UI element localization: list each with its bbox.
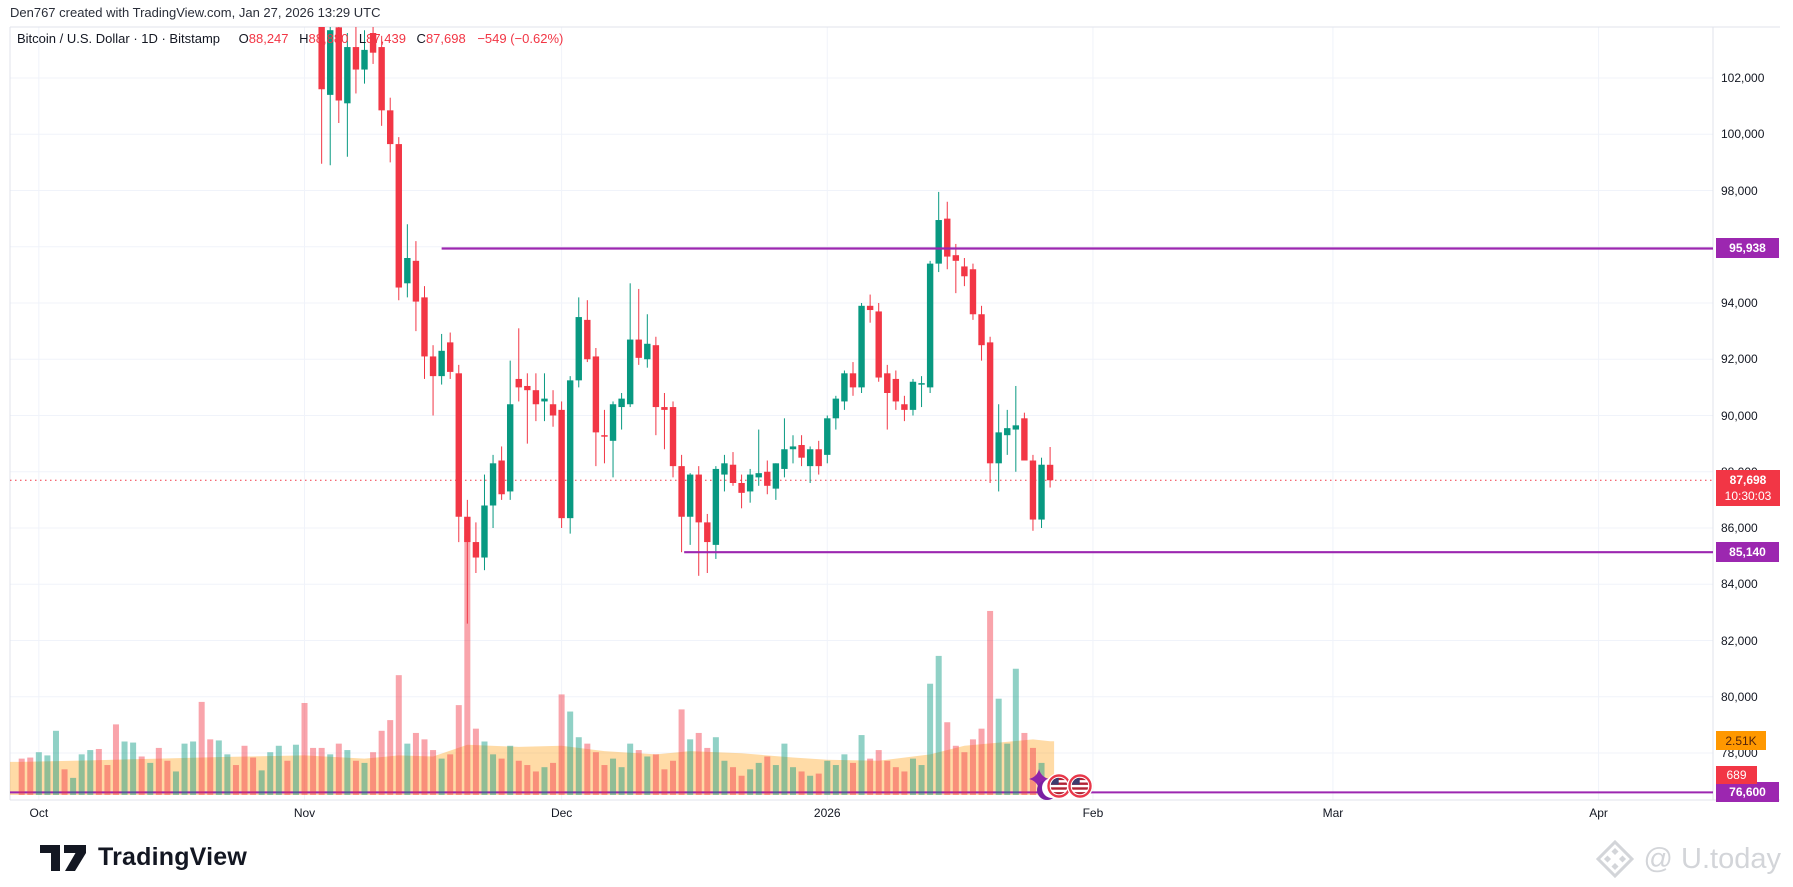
attribution-text: Den767 created with TradingView.com, Jan…: [10, 5, 381, 20]
change-value: −549 (−0.62%): [477, 31, 564, 46]
high-label: H: [299, 31, 309, 46]
time-tick-label: Apr: [1589, 806, 1608, 820]
price-tick-label: 84,000: [1721, 577, 1758, 592]
open-label: O: [238, 31, 249, 46]
close-value: 87,698: [425, 31, 466, 46]
time-tick-label: 2026: [813, 806, 841, 820]
volume-ma-badge: 2.51K: [1716, 731, 1766, 751]
high-value: 88,880: [308, 31, 349, 46]
price-tick-label: 94,000: [1721, 296, 1758, 310]
last-price-value: 87,698: [1729, 473, 1767, 488]
close-label: C: [416, 31, 426, 46]
time-tick-label: Nov: [293, 806, 316, 820]
volume-series: [18, 536, 1054, 795]
ray-price-badge-mid: 85,140: [1716, 542, 1779, 563]
price-tick-label: 100,000: [1721, 127, 1765, 142]
tradingview-footer[interactable]: TradingView: [40, 843, 247, 872]
time-tick-label: Mar: [1322, 806, 1344, 820]
utoday-watermark: @ U.today: [1594, 838, 1781, 880]
volume-badge: 689: [1716, 766, 1757, 785]
time-tick-label: Feb: [1082, 806, 1104, 820]
utoday-logo-icon: [1595, 839, 1634, 879]
price-tick-label: 90,000: [1721, 408, 1758, 423]
price-tick-label: 82,000: [1721, 633, 1758, 648]
price-axis[interactable]: 102,000100,00098,00094,00092,00090,00088…: [1713, 27, 1793, 800]
time-axis[interactable]: Oct Nov Dec 2026 Feb Mar Apr: [10, 800, 1780, 826]
open-value: 88,247: [248, 31, 289, 46]
price-tick-label: 80,000: [1721, 689, 1758, 704]
price-tick-label: 86,000: [1721, 521, 1758, 535]
price-tick-label: 102,000: [1721, 71, 1765, 85]
low-label: L: [358, 31, 367, 46]
volume-ma-area: [10, 739, 1055, 795]
ray-price-badge-lower: 76,600: [1716, 782, 1779, 803]
countdown-timer: 10:30:03: [1724, 489, 1772, 504]
ray-price-badge-upper: 95,938: [1716, 238, 1779, 259]
pane-borders: [9, 26, 1780, 801]
us-event-icons[interactable]: [1029, 769, 1093, 800]
time-tick-label: Dec: [550, 806, 573, 820]
price-tick-label: 98,000: [1721, 183, 1758, 198]
utoday-watermark-text: @ U.today: [1643, 842, 1781, 875]
low-value: 87,439: [366, 31, 406, 46]
grid-lines: [10, 27, 1713, 800]
tradingview-logo-icon: [40, 844, 86, 871]
symbol-header[interactable]: Bitcoin / U.S. Dollar · 1D · Bitstamp O8…: [17, 31, 563, 46]
time-tick-label: Oct: [29, 806, 49, 820]
symbol-title[interactable]: Bitcoin / U.S. Dollar · 1D · Bitstamp: [17, 31, 220, 46]
price-tick-label: 92,000: [1721, 352, 1758, 367]
last-price-badge: 87,698 10:30:03: [1716, 470, 1780, 507]
candlestick-series[interactable]: [318, 11, 1054, 624]
tradingview-brand-text: TradingView: [98, 843, 248, 871]
